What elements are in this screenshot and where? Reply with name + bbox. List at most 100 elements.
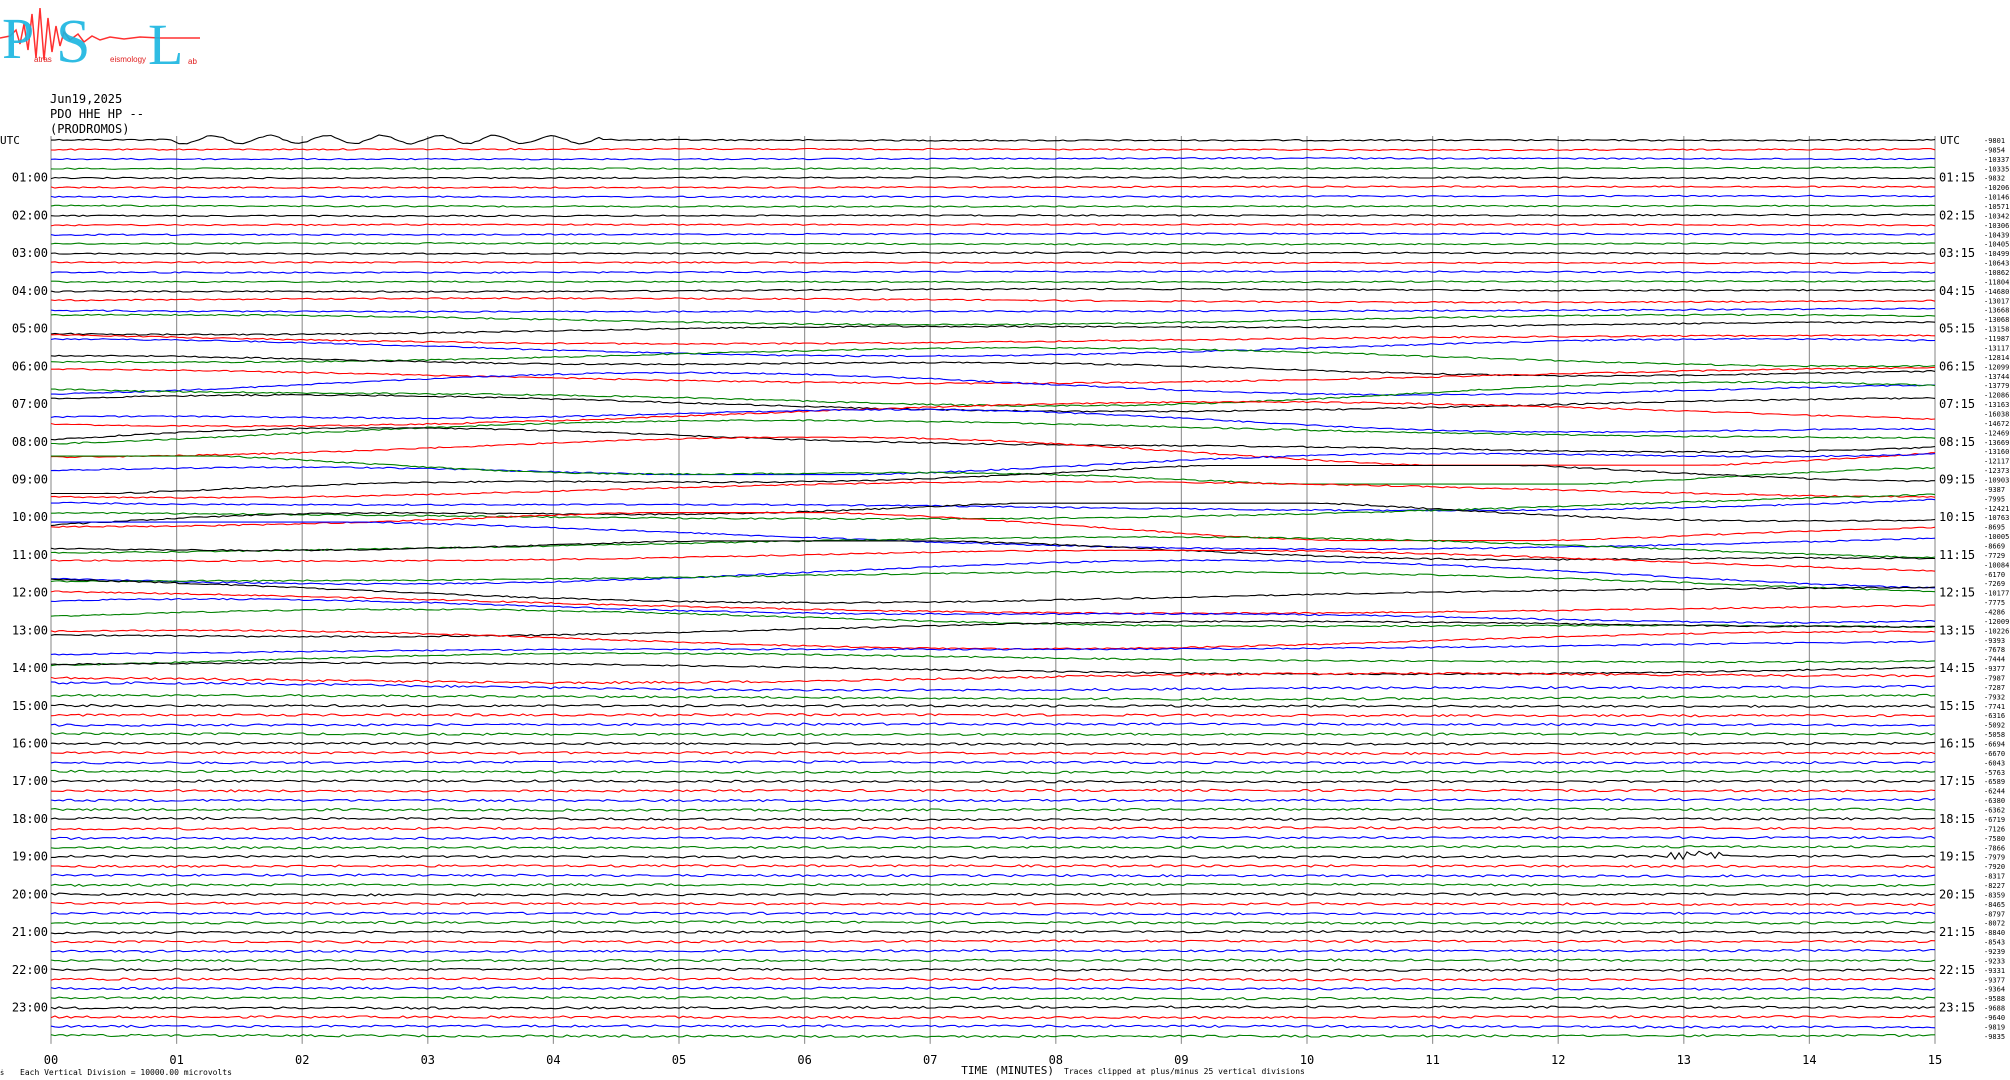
seismogram-trace-11 [50,232,1936,236]
trace-offset-label: -10571 [1984,203,2009,211]
trace-offset-label: -5763 [1984,769,2005,777]
trace-offset-label: -7678 [1984,646,2005,654]
trace-offset-label: -13160 [1984,448,2009,456]
trace-offset-label: -10337 [1984,156,2009,164]
trace-offset-label: -10763 [1984,514,2009,522]
seismogram-trace-75 [50,835,1936,841]
trace-offset-label: -12117 [1984,458,2009,466]
trace-offset-label: -7775 [1984,599,2005,607]
seismogram-trace-67 [50,760,1936,765]
right-hour-label: 15:15 [1939,699,1975,713]
right-hour-label: 05:15 [1939,322,1975,336]
seismogram-trace-49 [50,578,1936,604]
seismogram-trace-9 [50,213,1936,218]
logo-letter-l: L [148,12,183,70]
left-hour-label: 12:00 [12,586,48,600]
seismogram-trace-94 [50,1015,1936,1020]
trace-offset-label: -13117 [1984,344,2009,352]
seismogram-trace-29 [51,393,1936,413]
seismogram-trace-35 [50,452,1936,476]
logo-letter-p: P [2,6,34,70]
right-hour-label: 04:15 [1939,284,1975,298]
seismogram-trace-24 [50,346,1936,368]
trace-offset-label: -9364 [1984,986,2005,994]
left-hour-label: 17:00 [12,774,48,788]
trace-offset-label: -8465 [1984,901,2005,909]
x-tick-label: 03 [421,1053,435,1067]
seismogram-trace-52 [50,608,1936,629]
seismogram-trace-53 [50,620,1936,638]
trace-offset-label: -7269 [1984,580,2005,588]
trace-offset-label: -8669 [1984,542,2005,550]
right-axis-title: UTC [1940,134,1960,147]
x-tick-label: 08 [1049,1053,1063,1067]
trace-offset-label: -6244 [1984,788,2005,796]
trace-offset-label: -11804 [1984,278,2009,286]
right-hour-label: 23:15 [1939,1001,1975,1015]
seismogram-trace-48 [50,570,1936,593]
seismogram-trace-6 [50,185,1936,189]
left-hour-label: 15:00 [12,699,48,713]
x-tick-label: 00 [44,1053,58,1067]
right-hour-label: 22:15 [1939,963,1975,977]
trace-offset-label: -8840 [1984,929,2005,937]
trace-offset-label: -13158 [1984,326,2009,334]
seismogram-trace-68 [50,769,1936,774]
seismogram-trace-74 [50,826,1936,831]
left-hour-label: 22:00 [12,963,48,977]
seismogram-trace-77 [51,850,1936,861]
seismogram-trace-7 [50,194,1936,199]
trace-offset-label: -10499 [1984,250,2009,258]
trace-offset-label: -10342 [1984,212,2009,220]
seismogram-trace-72 [50,807,1936,812]
right-hour-label: 13:15 [1939,623,1975,637]
trace-offset-label: -9377 [1984,976,2005,984]
seismogram-trace-33 [50,427,1936,454]
seismogram-trace-8 [50,204,1936,208]
seismogram-trace-88 [50,958,1936,963]
psl-logo: P S L atras eismology ab [0,6,200,70]
trace-offset-label: -7932 [1984,693,2005,701]
left-hour-label: 13:00 [12,623,48,637]
seismogram-trace-61 [50,703,1936,708]
right-hour-label: 21:15 [1939,925,1975,939]
left-hour-label: 04:00 [12,284,48,298]
trace-offset-label: -8359 [1984,891,2005,899]
trace-offset-label: -9233 [1984,957,2005,965]
seismogram-trace-4 [50,166,1936,170]
left-hour-label: 19:00 [12,850,48,864]
trace-offset-label: -9387 [1984,486,2005,494]
trace-offset-label: -8797 [1984,910,2005,918]
trace-offset-label: -4286 [1984,609,2005,617]
left-hour-label: 14:00 [12,661,48,675]
left-hour-label: 06:00 [12,359,48,373]
left-hour-label: 07:00 [12,397,48,411]
seismogram-trace-85 [50,929,1936,935]
clip-note: Traces clipped at plus/minus 25 vertical… [1064,1067,1305,1076]
seismogram-trace-62 [50,713,1936,718]
record-date: Jun19,2025 [50,92,123,106]
trace-offset-label: -9801 [1984,137,2005,145]
x-tick-label: 14 [1802,1053,1816,1067]
trace-offset-label: -12469 [1984,429,2009,437]
trace-offset-label: -9688 [1984,1005,2005,1013]
seismogram-trace-79 [50,873,1936,878]
trace-offset-label: -12086 [1984,392,2009,400]
seismogram-trace-41 [50,502,1936,527]
seismogram-trace-16 [51,280,1936,284]
trace-offset-label: -6043 [1984,759,2005,767]
svg-text:ab: ab [188,57,197,66]
x-tick-label: 15 [1928,1053,1942,1067]
seismogram-trace-60 [50,693,1936,701]
trace-offset-label: -9832 [1984,175,2005,183]
seismogram-trace-95 [50,1024,1936,1029]
seismogram-trace-92 [50,995,1936,1001]
seismogram-trace-54 [50,629,1936,650]
right-hour-label: 18:15 [1939,812,1975,826]
seismogram-trace-46 [50,549,1936,572]
x-tick-label: 01 [169,1053,183,1067]
trace-offset-label: -9331 [1984,967,2005,975]
seismogram-trace-63 [50,722,1936,727]
trace-offset-label: -10226 [1984,627,2009,635]
x-tick-label: 04 [546,1053,560,1067]
